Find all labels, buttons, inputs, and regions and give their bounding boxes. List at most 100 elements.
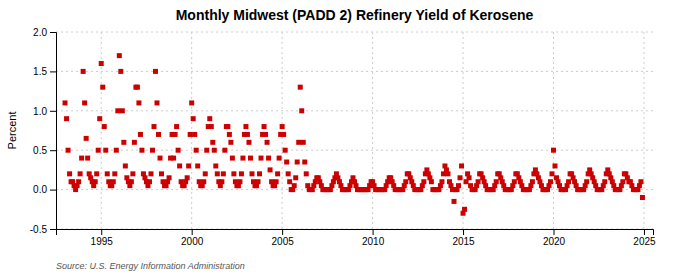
tick-label: 1.5 — [33, 66, 47, 77]
point — [248, 156, 253, 161]
point — [286, 171, 291, 176]
point — [209, 124, 214, 129]
point — [263, 132, 268, 137]
point — [64, 116, 69, 121]
point — [191, 116, 196, 121]
point — [266, 156, 271, 161]
point — [230, 156, 235, 161]
tick: 2015 — [452, 229, 475, 247]
point — [147, 179, 152, 184]
point — [167, 175, 172, 180]
tick: 2025 — [633, 229, 656, 247]
point — [79, 156, 84, 161]
point — [186, 163, 191, 168]
tick-label: 2000 — [181, 236, 204, 247]
tick-mark — [50, 190, 56, 191]
tick-mark — [50, 150, 56, 151]
point — [81, 69, 86, 74]
point — [512, 179, 517, 184]
tick-mark — [373, 229, 374, 235]
point — [99, 61, 104, 66]
point — [530, 179, 535, 184]
point — [292, 183, 297, 188]
point — [130, 171, 135, 176]
tick-mark — [282, 229, 283, 235]
point — [257, 171, 262, 176]
point — [277, 156, 282, 161]
point — [158, 156, 163, 161]
point — [132, 140, 137, 145]
tick-mark — [101, 229, 102, 235]
point — [115, 108, 120, 113]
point — [94, 171, 99, 176]
point — [243, 124, 248, 129]
point — [194, 148, 199, 153]
point — [96, 148, 101, 153]
tick: 1995 — [91, 229, 114, 247]
point — [148, 171, 153, 176]
point — [566, 179, 571, 184]
point — [304, 171, 309, 176]
point — [553, 163, 558, 168]
tick-label: 0.0 — [33, 184, 47, 195]
point — [219, 179, 224, 184]
point — [111, 179, 116, 184]
tick-mark — [50, 32, 56, 33]
point — [287, 179, 292, 184]
axis-line — [57, 230, 654, 236]
x-axis: 1995200020052010201520202025 — [57, 229, 657, 247]
point — [159, 171, 164, 176]
point — [296, 140, 301, 145]
point — [85, 156, 90, 161]
point — [240, 156, 245, 161]
point — [249, 171, 254, 176]
point — [103, 148, 108, 153]
point — [259, 156, 264, 161]
tick-label: 2025 — [633, 236, 656, 247]
point — [548, 179, 553, 184]
point — [295, 160, 300, 165]
point — [138, 132, 143, 137]
point — [195, 163, 200, 168]
point — [246, 140, 251, 145]
point — [188, 132, 193, 137]
axis-line — [50, 33, 57, 230]
point — [293, 175, 298, 180]
point — [640, 195, 645, 200]
tick-label: -0.5 — [30, 224, 48, 235]
point — [301, 140, 306, 145]
point — [97, 116, 102, 121]
point — [139, 148, 144, 153]
grid-line — [191, 32, 192, 229]
point — [123, 163, 128, 168]
grid-line — [56, 71, 653, 72]
point — [584, 179, 589, 184]
tick-label: 1995 — [91, 236, 114, 247]
point — [467, 175, 472, 180]
tick-label: 0.5 — [33, 145, 47, 156]
tick-mark — [644, 229, 645, 235]
point — [215, 171, 220, 176]
point — [121, 140, 126, 145]
point — [221, 171, 226, 176]
tick: 2000 — [181, 229, 204, 247]
point — [153, 69, 158, 74]
point — [225, 124, 230, 129]
tick: 2010 — [362, 229, 385, 247]
points — [63, 53, 645, 216]
point — [421, 179, 426, 184]
tick: 1.5 — [33, 66, 56, 77]
point — [239, 171, 244, 176]
point — [67, 171, 72, 176]
point — [173, 132, 178, 137]
point — [280, 124, 285, 129]
point — [274, 179, 279, 184]
point — [84, 136, 89, 141]
grid-line — [553, 32, 554, 229]
point — [177, 163, 182, 168]
point — [620, 179, 625, 184]
point — [63, 100, 68, 105]
point — [203, 171, 208, 176]
point — [265, 140, 270, 145]
point — [155, 100, 160, 105]
